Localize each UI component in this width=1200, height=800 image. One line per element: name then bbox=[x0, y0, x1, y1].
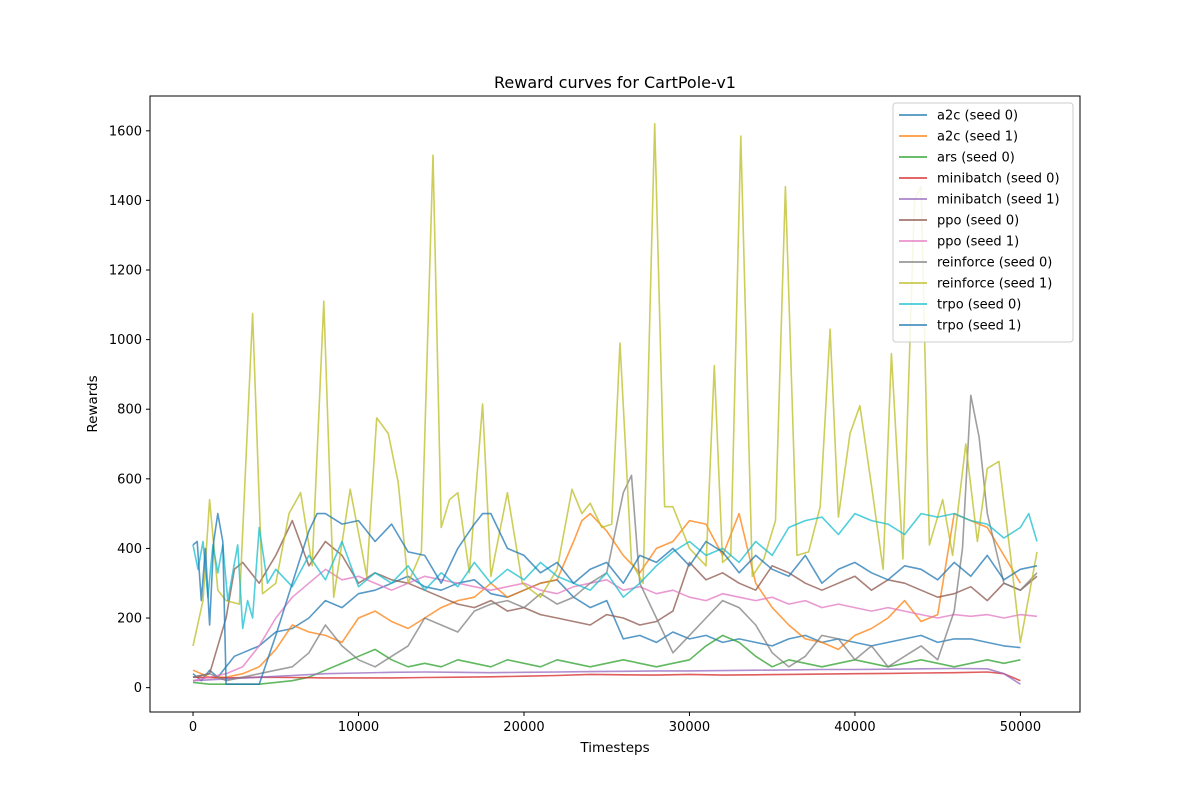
x-tick-label: 30000 bbox=[669, 720, 710, 735]
legend-entry-label: a2c (seed 1) bbox=[937, 130, 1018, 145]
series-line-5 bbox=[192, 519, 1038, 678]
y-axis-ticks: 0 200 400 600 800 1000 1200 1400 1600 bbox=[109, 124, 150, 696]
series-line-9 bbox=[192, 512, 1038, 630]
y-tick-label: 800 bbox=[117, 403, 142, 418]
x-axis-ticks: 0 10000 20000 30000 40000 50000 bbox=[189, 712, 1041, 735]
y-tick-label: 200 bbox=[117, 612, 142, 627]
y-tick-label: 1000 bbox=[109, 333, 142, 348]
legend-entry-label: minibatch (seed 0) bbox=[937, 172, 1060, 187]
legend-box bbox=[892, 102, 1074, 343]
y-tick-label: 400 bbox=[117, 542, 142, 557]
series-line-4 bbox=[192, 667, 1021, 685]
chart-title: Reward curves for CartPole-v1 bbox=[494, 73, 736, 92]
y-tick-label: 1200 bbox=[109, 264, 142, 279]
legend-entry-label: ars (seed 0) bbox=[937, 151, 1015, 166]
x-axis-label: Timesteps bbox=[579, 740, 649, 756]
legend-entry-label: reinforce (seed 0) bbox=[937, 256, 1052, 271]
legend-entry-label: ppo (seed 0) bbox=[937, 214, 1019, 229]
legend-entry-label: reinforce (seed 1) bbox=[937, 277, 1052, 292]
series-line-8 bbox=[192, 123, 1038, 647]
series-line-3 bbox=[192, 671, 1021, 682]
y-tick-label: 600 bbox=[117, 472, 142, 487]
legend-entry-label: trpo (seed 0) bbox=[937, 298, 1021, 313]
y-axis-label: Rewards bbox=[85, 375, 101, 432]
y-tick-label: 1400 bbox=[109, 194, 142, 209]
plot-layer bbox=[192, 123, 1038, 686]
x-tick-label: 40000 bbox=[834, 720, 875, 735]
x-tick-label: 20000 bbox=[503, 720, 544, 735]
legend-entry-label: a2c (seed 0) bbox=[937, 109, 1018, 124]
x-tick-label: 10000 bbox=[338, 720, 379, 735]
legend-entry-label: trpo (seed 1) bbox=[937, 319, 1021, 334]
legend: a2c (seed 0) a2c (seed 1) ars (seed 0) mini… bbox=[892, 102, 1074, 343]
series-line-7 bbox=[192, 394, 1038, 682]
series-line-2 bbox=[192, 634, 1021, 686]
series-line-10 bbox=[192, 512, 1038, 686]
legend-entry-label: minibatch (seed 1) bbox=[937, 193, 1060, 208]
x-tick-label: 50000 bbox=[1000, 720, 1041, 735]
x-tick-label: 0 bbox=[189, 720, 197, 735]
y-tick-label: 1600 bbox=[109, 124, 142, 139]
y-tick-label: 0 bbox=[134, 681, 142, 696]
legend-entry-label: ppo (seed 1) bbox=[937, 235, 1019, 250]
axes-frame bbox=[149, 95, 1081, 713]
